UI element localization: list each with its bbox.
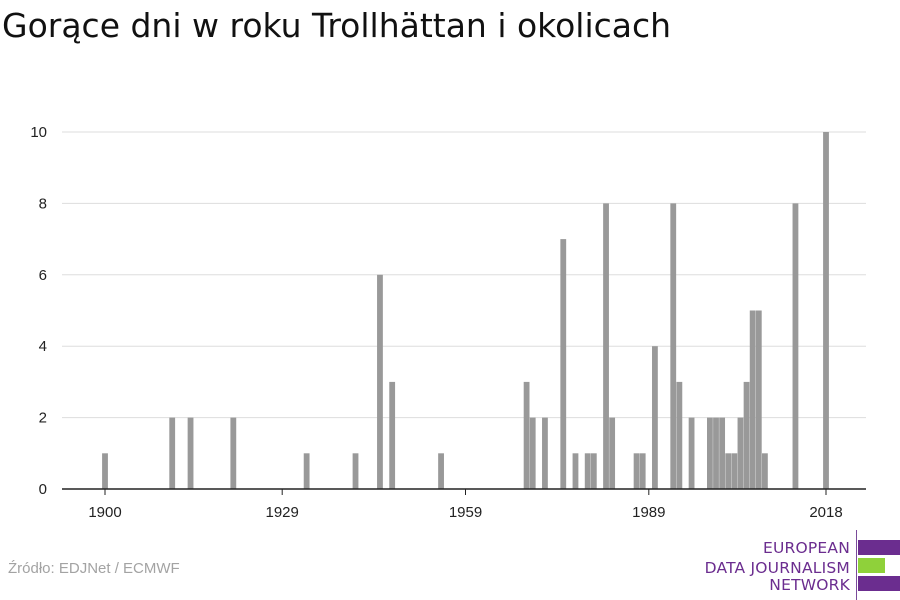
x-tick-label: 2018 [809, 504, 842, 521]
bar-1955 [438, 453, 444, 489]
bar-2001 [719, 417, 726, 489]
bar-2008 [761, 453, 768, 489]
bar-1914 [187, 417, 194, 489]
bar-2005 [743, 381, 750, 489]
bar-1921 [230, 417, 237, 489]
source-note: Źródło: EDJNet / ECMWF [8, 560, 180, 577]
logo-bar-green [858, 558, 885, 573]
bar-1979 [584, 453, 591, 489]
logo-bar-purple-bottom [858, 576, 900, 591]
y-axis-ticks: 0 2 4 6 8 10 [30, 124, 47, 498]
bar-1969 [523, 381, 530, 489]
x-tick-label: 1929 [266, 504, 299, 521]
y-tick-label: 8 [39, 195, 47, 212]
logo-line-1: EUROPEAN [762, 539, 850, 557]
logo-separator [856, 530, 857, 600]
bar-1999 [707, 417, 713, 489]
bar-1972 [542, 417, 548, 489]
bar-1975 [560, 239, 567, 489]
x-tick-label: 1900 [88, 504, 121, 521]
bar-1996 [688, 417, 695, 489]
bar-1982 [603, 203, 609, 489]
y-tick-label: 10 [30, 124, 47, 141]
bar-2003 [731, 453, 738, 489]
chart-title: Gorące dni w roku Trollhättan i okolicac… [2, 6, 672, 45]
y-tick-label: 4 [39, 338, 47, 355]
logo-line-2: DATA JOURNALISM [704, 559, 850, 577]
x-tick-label: 1959 [449, 504, 482, 521]
bar-1987 [633, 453, 640, 489]
bar-1994 [676, 381, 683, 489]
x-axis-ticks: 1900 1929 1959 1989 2018 [88, 489, 843, 521]
bar-1941 [352, 453, 359, 489]
logo-bar-purple-top [858, 540, 900, 555]
edjnet-logo: EUROPEAN DATA JOURNALISM NETWORK [700, 530, 900, 600]
y-tick-label: 2 [39, 410, 47, 427]
logo-line-3: NETWORK [769, 576, 850, 594]
bar-1990 [652, 346, 658, 489]
bar-2002 [725, 453, 732, 489]
bar-2004 [737, 417, 744, 489]
y-tick-label: 0 [39, 481, 47, 498]
bar-2000 [713, 417, 719, 489]
grid-lines [62, 131, 866, 419]
bar-1988 [639, 453, 646, 489]
y-tick-label: 6 [39, 267, 47, 284]
bar-1900 [102, 453, 108, 489]
bar-1993 [670, 203, 677, 489]
bar-2013 [792, 203, 799, 489]
bar-1980 [590, 453, 597, 489]
bar-2006 [749, 310, 756, 489]
bar-1945 [377, 274, 383, 489]
bar-2018 [823, 132, 829, 489]
bar-1933 [303, 453, 310, 489]
bar-1983 [609, 417, 616, 489]
x-tick-label: 1989 [632, 504, 665, 521]
bar-1970 [529, 417, 536, 489]
bars [102, 132, 829, 489]
bar-1911 [169, 417, 176, 489]
bar-1977 [572, 453, 579, 489]
bar-2007 [755, 310, 762, 489]
bar-1947 [389, 381, 396, 489]
